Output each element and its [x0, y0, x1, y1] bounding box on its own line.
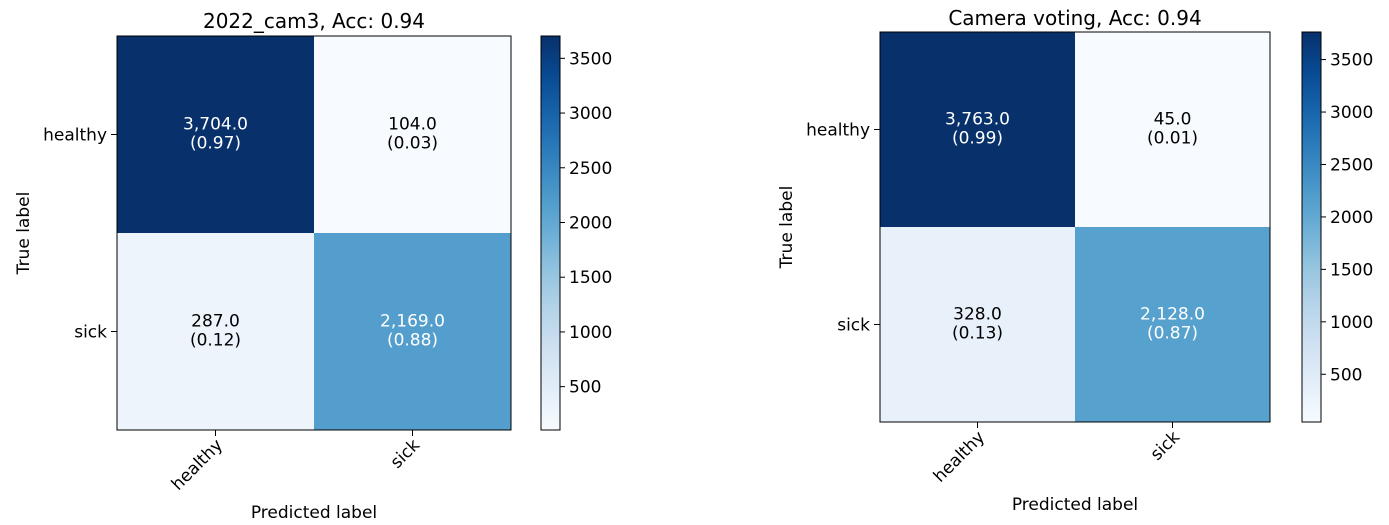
colorbar-tick-label: 2500 — [1330, 155, 1373, 175]
colorbar-tick-label: 500 — [1330, 365, 1362, 385]
x-axis-label: Predicted label — [251, 503, 377, 523]
cell-value-label: 328.0 — [953, 305, 1002, 325]
colorbar-tick-label: 3000 — [569, 104, 612, 124]
cell-fraction-label: (0.13) — [952, 324, 1003, 344]
y-axis-label: True label — [14, 192, 34, 276]
colorbar-tick-label: 3500 — [1330, 51, 1373, 71]
cell-value-label: 104.0 — [388, 115, 437, 135]
cell-fraction-label: (0.01) — [1147, 129, 1198, 149]
chart-title: Camera voting, Acc: 0.94 — [948, 6, 1201, 30]
cell-0-1 — [314, 36, 511, 233]
cell-fraction-label: (0.03) — [387, 134, 438, 154]
cell-value-label: 2,128.0 — [1140, 305, 1205, 325]
cell-0-0 — [880, 32, 1075, 227]
colorbar-tick-label: 1500 — [1330, 260, 1373, 280]
cell-1-1 — [314, 233, 511, 430]
colorbar-tick-label: 1000 — [1330, 313, 1373, 333]
x-tick-label: healthy — [168, 435, 227, 494]
colorbar-tick-label: 3500 — [569, 49, 612, 69]
plot-frame — [879, 31, 1271, 423]
cell-fraction-label: (0.88) — [387, 331, 438, 351]
cell-value-label: 287.0 — [191, 312, 240, 332]
confusion-matrix-left: 2022_cam3, Acc: 0.943,704.0(0.97)104.0(0… — [14, 9, 612, 523]
colorbar-tick-label: 2500 — [569, 159, 612, 179]
colorbar — [1301, 31, 1322, 423]
x-tick-label: sick — [387, 435, 424, 472]
y-axis-label: True label — [777, 186, 797, 270]
cell-value-label: 45.0 — [1154, 110, 1192, 130]
x-tick-label: sick — [1147, 427, 1184, 464]
cell-fraction-label: (0.97) — [190, 134, 241, 154]
cell-value-label: 2,169.0 — [380, 312, 445, 332]
cell-value-label: 3,704.0 — [183, 115, 248, 135]
colorbar-tick-label: 1000 — [569, 323, 612, 343]
colorbar-tick-label: 1500 — [569, 268, 612, 288]
x-axis-label: Predicted label — [1012, 495, 1138, 515]
colorbar — [540, 35, 561, 431]
colorbar-tick-label: 3000 — [1330, 103, 1373, 123]
cell-0-1 — [1075, 32, 1270, 227]
cell-value-label: 3,763.0 — [945, 110, 1010, 130]
y-tick-label: healthy — [43, 126, 107, 146]
cell-fraction-label: (0.12) — [190, 331, 241, 351]
plot-frame — [116, 35, 512, 431]
y-tick-label: sick — [74, 323, 107, 343]
colorbar-tick-label: 2000 — [569, 213, 612, 233]
cell-fraction-label: (0.99) — [952, 129, 1003, 149]
cell-1-0 — [117, 233, 314, 430]
cell-fraction-label: (0.87) — [1147, 324, 1198, 344]
y-tick-label: healthy — [806, 121, 870, 141]
confusion-matrix-right: Camera voting, Acc: 0.94 3,763.0(0.99) 45.… — [777, 6, 1373, 515]
chart-title: 2022_cam3, Acc: 0.94 — [203, 9, 425, 33]
cell-1-1 — [1075, 227, 1270, 422]
cell-1-0 — [880, 227, 1075, 422]
colorbar-tick-label: 500 — [569, 378, 601, 398]
y-tick-label: sick — [837, 316, 870, 336]
colorbar-tick-label: 2000 — [1330, 208, 1373, 228]
x-tick-label: healthy — [930, 427, 989, 486]
cell-0-0 — [117, 36, 314, 233]
